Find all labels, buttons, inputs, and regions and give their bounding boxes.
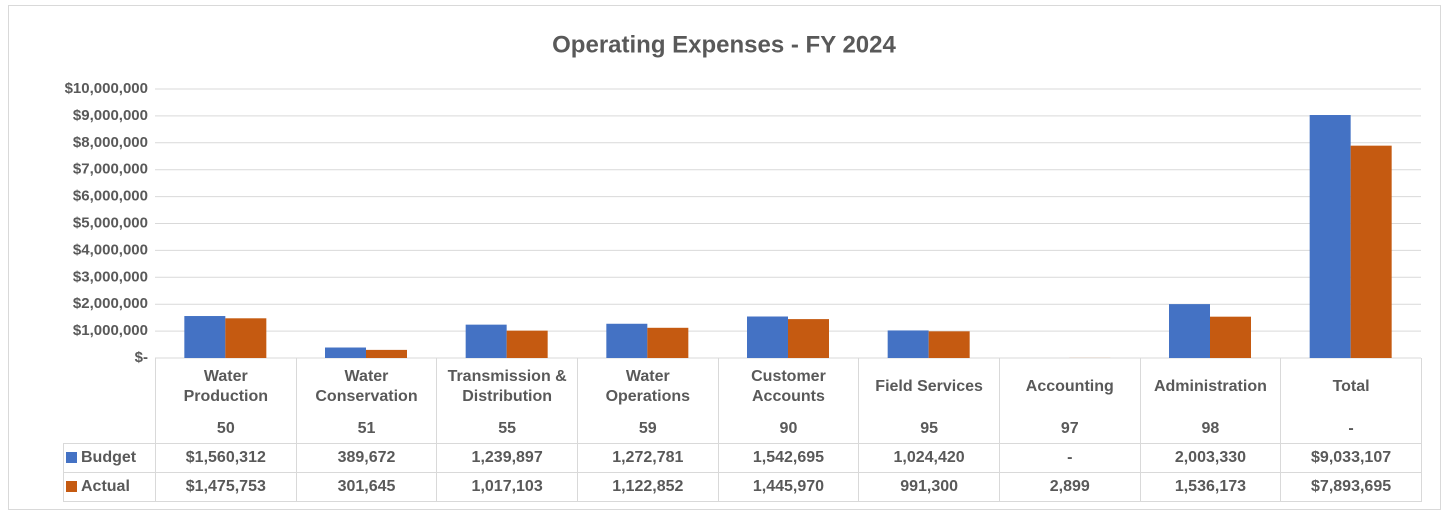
value-cell: 2,899 [998, 471, 1141, 502]
value-cell: 2,003,330 [1139, 442, 1282, 473]
code-label: 59 [576, 415, 719, 444]
legend-label: Actual [81, 477, 130, 495]
code-label: - [1280, 415, 1422, 444]
code-label: 55 [436, 415, 578, 444]
y-tick-label: $7,000,000 [73, 161, 148, 178]
bar [647, 327, 689, 358]
value-cell: 1,536,173 [1139, 471, 1282, 502]
value-cell: $7,893,695 [1280, 471, 1422, 502]
bar [325, 347, 366, 358]
category-label: Administration [1139, 358, 1282, 415]
legend-swatch [66, 480, 77, 492]
category-label: Total [1280, 358, 1422, 415]
value-cell: 1,122,852 [576, 471, 719, 502]
value-cell: 1,239,897 [436, 442, 578, 473]
y-tick-label: $2,000,000 [73, 295, 148, 312]
category-label: Water Conservation [295, 358, 438, 415]
bar [1309, 115, 1351, 358]
y-tick-label: $1,000,000 [73, 322, 148, 339]
category-label: Accounting [998, 358, 1141, 415]
value-cell: $9,033,107 [1280, 442, 1422, 473]
code-label: 90 [717, 415, 860, 444]
bar [747, 316, 788, 358]
category-label: Water Operations [576, 358, 719, 415]
data-table: Water Production Water Conservation Transm… [63, 358, 1422, 502]
value-cell: $1,475,753 [155, 471, 297, 502]
bar [788, 319, 829, 358]
legend-swatch [66, 451, 77, 463]
value-cell: 1,272,781 [576, 442, 719, 473]
code-label: 95 [858, 415, 1000, 444]
value-cell: 1,017,103 [436, 471, 578, 502]
bar [1169, 304, 1210, 358]
series-row: Actual $1,475,753 301,645 1,017,103 1,122,85… [63, 471, 1422, 502]
bar [184, 316, 226, 358]
code-label: 51 [295, 415, 438, 444]
value-cell: 389,672 [295, 442, 438, 473]
y-tick-label: $8,000,000 [73, 134, 148, 151]
category-row: Water Production Water Conservation Transm… [64, 358, 1422, 415]
legend-cell: Budget [63, 442, 156, 473]
value-cell: 301,645 [295, 471, 438, 502]
bar [366, 349, 407, 358]
bar [606, 323, 648, 358]
value-cell: $1,560,312 [155, 442, 297, 473]
code-row: 50 51 55 59 90 95 97 98- [64, 415, 1422, 444]
y-tick-label: $- [135, 349, 148, 366]
bar [887, 330, 929, 358]
category-label: Field Services [858, 358, 1000, 415]
series-row: Budget $1,560,312 389,672 1,239,897 1,272,78… [63, 442, 1422, 473]
value-cell: 1,445,970 [717, 471, 860, 502]
value-cell: 991,300 [858, 471, 1000, 502]
legend-cell: Actual [63, 471, 156, 502]
y-tick-label: $6,000,000 [73, 188, 148, 205]
y-tick-label: $3,000,000 [73, 268, 148, 285]
blank-cell [64, 415, 156, 443]
code-label: 97 [998, 415, 1141, 444]
y-tick-label: $9,000,000 [73, 107, 148, 124]
bar [465, 324, 507, 358]
bar [1210, 316, 1251, 358]
bar [928, 331, 970, 358]
category-label: Customer Accounts [717, 358, 860, 415]
code-label: 50 [155, 415, 297, 444]
category-label: Transmission & Distribution [436, 358, 578, 415]
bar [506, 330, 548, 358]
value-cell: 1,024,420 [858, 442, 1000, 473]
chart-title: Operating Expenses - FY 2024 [552, 31, 896, 58]
blank-cell [64, 358, 156, 415]
legend-label: Budget [81, 448, 137, 466]
y-tick-label: $5,000,000 [73, 214, 148, 231]
code-label: 98 [1139, 415, 1282, 444]
bar [225, 318, 267, 358]
value-cell: - [998, 442, 1141, 473]
y-tick-label: $10,000,000 [65, 80, 148, 97]
value-cell: 1,542,695 [717, 442, 860, 473]
bar [1350, 145, 1392, 358]
y-tick-label: $4,000,000 [73, 241, 148, 258]
category-label: Water Production [155, 358, 297, 415]
